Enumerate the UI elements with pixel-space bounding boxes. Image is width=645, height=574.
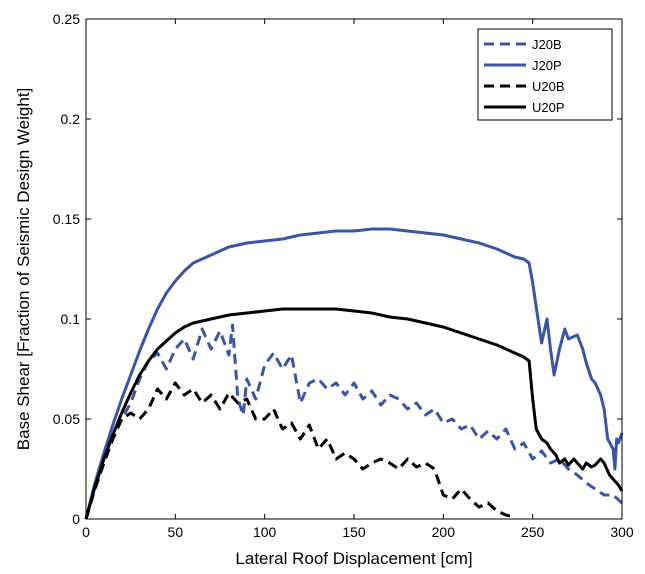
series-line-u20b bbox=[84, 381, 516, 520]
y-tick-label: 0.25 bbox=[53, 11, 80, 27]
legend-label-j20p: J20P bbox=[532, 58, 562, 73]
series-line-j20p bbox=[84, 227, 624, 520]
series-line-j20b bbox=[84, 323, 624, 520]
y-axis-title: Base Shear [Fraction of Seismic Design W… bbox=[14, 88, 33, 451]
y-tick-label: 0.05 bbox=[53, 411, 80, 427]
y-axis: 0 0.05 0.1 0.15 0.2 0.25 bbox=[53, 11, 622, 527]
x-tick-label: 200 bbox=[432, 524, 456, 540]
x-tick-label: 150 bbox=[342, 524, 366, 540]
x-tick-label: 250 bbox=[521, 524, 545, 540]
x-axis: 0 50 100 150 200 250 300 bbox=[82, 19, 634, 540]
legend: J20B J20P U20B U20P bbox=[477, 28, 613, 121]
series-layer bbox=[84, 227, 624, 520]
y-tick-label: 0.15 bbox=[53, 211, 80, 227]
x-tick-label: 50 bbox=[168, 524, 184, 540]
y-tick-label: 0.2 bbox=[61, 111, 81, 127]
x-tick-label: 0 bbox=[82, 524, 90, 540]
y-tick-label: 0 bbox=[72, 511, 80, 527]
series-line-u20p bbox=[84, 307, 624, 520]
x-tick-label: 300 bbox=[610, 524, 634, 540]
y-tick-label: 0.1 bbox=[61, 311, 81, 327]
x-tick-label: 100 bbox=[253, 524, 277, 540]
x-axis-title: Lateral Roof Displacement [cm] bbox=[235, 549, 472, 568]
legend-label-u20b: U20B bbox=[532, 79, 565, 94]
legend-label-j20b: J20B bbox=[532, 37, 562, 52]
legend-label-u20p: U20P bbox=[532, 100, 565, 115]
